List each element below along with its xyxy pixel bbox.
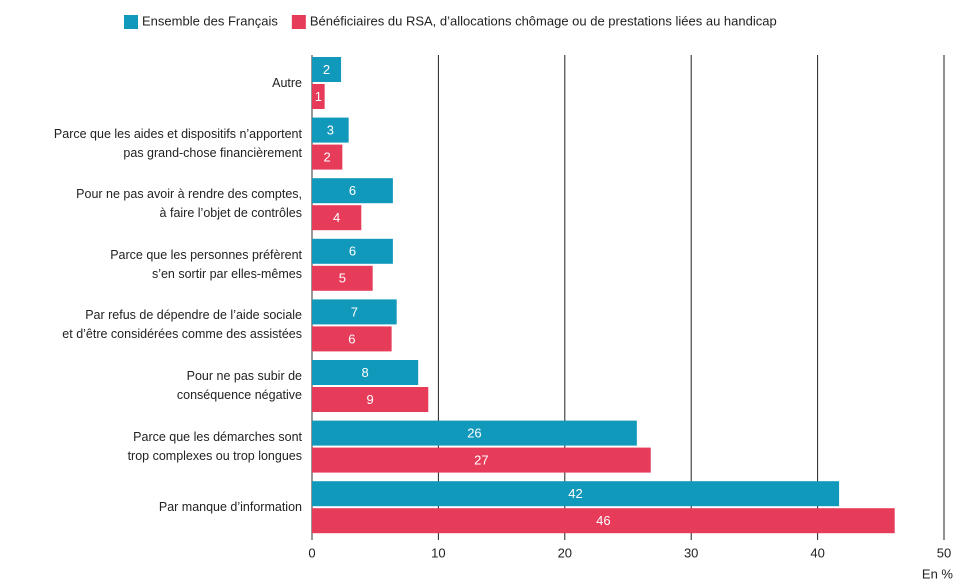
bar bbox=[312, 508, 895, 534]
category-label-box: Par refus de dépendre de l’aide sociale … bbox=[62, 308, 302, 342]
x-tick-label: 50 bbox=[937, 545, 951, 560]
data-label: 42 bbox=[568, 486, 582, 501]
data-label: 6 bbox=[348, 331, 355, 346]
bar bbox=[312, 178, 393, 204]
bar bbox=[312, 144, 343, 170]
x-axis-label: En % bbox=[922, 566, 954, 581]
y-tick-label: Parce que les personnes préfèrent s’en s… bbox=[110, 247, 302, 281]
category-label-box: Par manque d’information bbox=[158, 499, 302, 514]
data-label: 3 bbox=[327, 123, 334, 138]
x-tick-label: 20 bbox=[558, 545, 572, 560]
x-tick-label: 30 bbox=[684, 545, 698, 560]
bar bbox=[312, 84, 325, 109]
category-label-box: Pour ne pas subir de conséquence négativ… bbox=[176, 369, 302, 402]
category-label-box: Pour ne pas avoir à rendre des comptes, … bbox=[76, 187, 302, 221]
data-label: 7 bbox=[351, 304, 358, 319]
bar bbox=[312, 299, 397, 325]
data-label: 46 bbox=[596, 513, 610, 528]
y-tick-label: Par refus de dépendre de l’aide sociale … bbox=[62, 308, 302, 342]
x-tick-label: 10 bbox=[431, 545, 445, 560]
data-label: 1 bbox=[315, 89, 322, 104]
y-tick-label: Par manque d’information bbox=[158, 499, 302, 514]
data-label: 2 bbox=[324, 150, 331, 165]
bar bbox=[312, 387, 429, 412]
bar bbox=[312, 205, 362, 231]
category-label-box: Parce que les personnes préfèrent s’en s… bbox=[110, 247, 302, 281]
data-label: 2 bbox=[323, 62, 330, 77]
y-tick-label: Parce que les démarches sont trop comple… bbox=[127, 429, 302, 463]
legend-swatch bbox=[291, 15, 306, 29]
y-tick-label: Pour ne pas avoir à rendre des comptes, … bbox=[76, 187, 302, 221]
category-label-box: Parce que les démarches sont trop comple… bbox=[127, 429, 302, 463]
data-label: 5 bbox=[339, 271, 346, 286]
y-tick-label: Autre bbox=[272, 75, 302, 90]
bar bbox=[312, 481, 840, 507]
bar bbox=[312, 57, 342, 82]
data-label: 26 bbox=[467, 426, 481, 441]
bar bbox=[312, 447, 651, 473]
data-label: 8 bbox=[361, 365, 368, 380]
category-label-box: Parce que les aides et dispositifs n’app… bbox=[53, 126, 302, 160]
category-label-box: Autre bbox=[272, 75, 302, 90]
bar bbox=[312, 265, 373, 291]
legend-label: Ensemble des Français bbox=[142, 13, 278, 28]
data-label: 4 bbox=[333, 210, 340, 225]
bar bbox=[312, 117, 349, 143]
data-label: 9 bbox=[367, 392, 374, 407]
y-tick-label: Pour ne pas subir de conséquence négativ… bbox=[176, 369, 302, 402]
data-label: 6 bbox=[349, 183, 356, 198]
x-tick-label: 40 bbox=[810, 545, 824, 560]
bar bbox=[312, 420, 637, 446]
legend-swatch bbox=[124, 15, 138, 29]
x-tick-label: 0 bbox=[308, 545, 315, 560]
y-tick-label: Parce que les aides et dispositifs n’app… bbox=[53, 126, 302, 160]
bar bbox=[312, 360, 419, 385]
legend-label: Bénéficiaires du RSA, d’allocations chôm… bbox=[310, 13, 777, 28]
data-label: 6 bbox=[349, 244, 356, 259]
bar bbox=[312, 238, 393, 264]
data-label: 27 bbox=[474, 453, 488, 468]
bar bbox=[312, 326, 392, 352]
